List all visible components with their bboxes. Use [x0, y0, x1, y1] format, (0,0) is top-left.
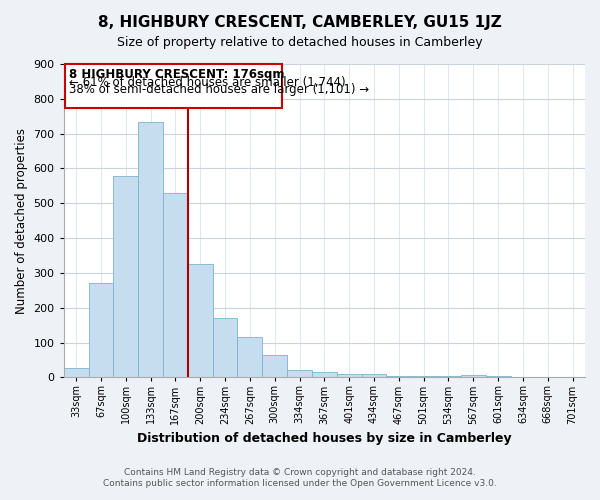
Bar	[138, 122, 163, 378]
Text: 38% of semi-detached houses are larger (1,101) →: 38% of semi-detached houses are larger (…	[68, 83, 369, 96]
Text: Contains HM Land Registry data © Crown copyright and database right 2024.
Contai: Contains HM Land Registry data © Crown c…	[103, 468, 497, 487]
Bar	[262, 354, 287, 378]
Bar	[188, 264, 212, 378]
Y-axis label: Number of detached properties: Number of detached properties	[15, 128, 28, 314]
Bar	[89, 282, 113, 378]
Bar	[411, 376, 436, 378]
Bar	[337, 374, 362, 378]
Bar	[212, 318, 238, 378]
Bar	[238, 338, 262, 378]
Bar	[163, 193, 188, 378]
Bar	[64, 368, 89, 378]
Text: Size of property relative to detached houses in Camberley: Size of property relative to detached ho…	[117, 36, 483, 49]
Bar	[436, 376, 461, 378]
Bar	[287, 370, 312, 378]
Bar	[386, 376, 411, 378]
Text: 8 HIGHBURY CRESCENT: 176sqm: 8 HIGHBURY CRESCENT: 176sqm	[68, 68, 284, 81]
Bar	[113, 176, 138, 378]
Text: ← 61% of detached houses are smaller (1,744): ← 61% of detached houses are smaller (1,…	[68, 76, 345, 89]
Bar	[486, 376, 511, 378]
X-axis label: Distribution of detached houses by size in Camberley: Distribution of detached houses by size …	[137, 432, 512, 445]
Bar	[312, 372, 337, 378]
FancyBboxPatch shape	[65, 64, 282, 108]
Text: 8, HIGHBURY CRESCENT, CAMBERLEY, GU15 1JZ: 8, HIGHBURY CRESCENT, CAMBERLEY, GU15 1J…	[98, 15, 502, 30]
Bar	[461, 374, 486, 378]
Bar	[362, 374, 386, 378]
